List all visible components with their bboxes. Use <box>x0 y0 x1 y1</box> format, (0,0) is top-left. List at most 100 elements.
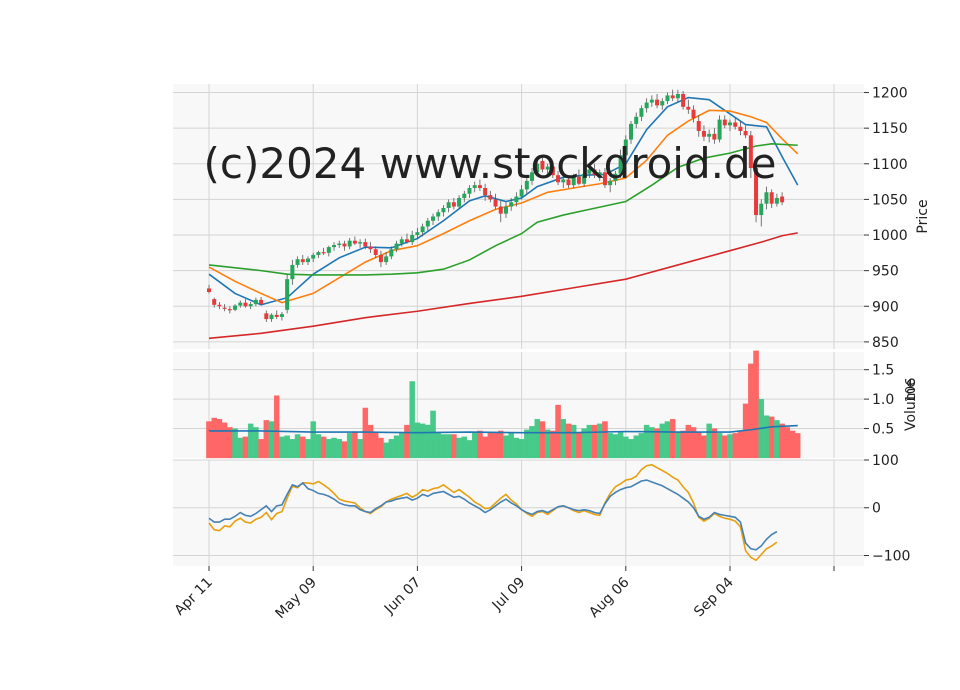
volume-bar <box>456 437 462 459</box>
candle-body <box>524 180 529 190</box>
candle-body <box>550 166 555 176</box>
volume-bar <box>242 436 249 459</box>
candle-body <box>420 226 425 233</box>
volume-bar <box>597 423 603 459</box>
volume-bar <box>352 431 358 459</box>
candle-body <box>222 307 227 309</box>
volume-bar <box>310 421 316 459</box>
candle-body <box>347 240 352 247</box>
volume-bar <box>216 418 223 459</box>
volume-bar <box>331 437 337 459</box>
candle-body <box>316 252 321 255</box>
volume-bar <box>737 430 744 459</box>
candle-body <box>576 176 581 184</box>
moving-average-line <box>208 109 799 304</box>
volume-bar <box>326 439 332 459</box>
moving-average-line <box>208 143 798 276</box>
candle-body <box>358 242 363 244</box>
candle-body <box>238 302 243 306</box>
volume-bar <box>675 431 681 459</box>
candle-body <box>404 239 409 243</box>
volume-bar <box>633 435 639 459</box>
volume-bar <box>237 437 244 459</box>
y-tick-label: 0 <box>872 501 881 517</box>
candle-body <box>519 189 524 197</box>
candle-body <box>305 258 310 263</box>
y-tick-label: 900 <box>872 299 899 315</box>
candle-body <box>483 188 488 196</box>
candle-body <box>696 121 701 132</box>
candle-body <box>670 95 675 99</box>
candle-body <box>368 246 373 250</box>
candle-body <box>561 179 566 183</box>
y-tick-label: 1200 <box>872 86 908 102</box>
candle-body <box>774 197 779 204</box>
volume-bar <box>706 423 712 459</box>
volume-bar <box>539 421 546 459</box>
volume-bar <box>430 410 436 459</box>
volume-bar <box>560 418 567 459</box>
candle-body <box>712 133 717 140</box>
candle-body <box>691 109 696 119</box>
volume-bar <box>435 431 441 459</box>
volume-bar <box>300 436 306 459</box>
candle-body <box>233 305 238 310</box>
candle-body <box>701 131 706 137</box>
oscillator-plot-area <box>173 460 864 566</box>
volume-bar <box>602 421 608 459</box>
volume-bar <box>315 434 322 459</box>
volume-bar <box>263 420 270 459</box>
candle-body <box>707 133 712 137</box>
volume-bar <box>482 436 488 459</box>
volume-bar <box>367 424 374 459</box>
candle-body <box>686 106 691 110</box>
volume-bar <box>362 407 369 459</box>
volume-bar <box>206 421 212 459</box>
volume-bar <box>211 417 217 459</box>
candle-body <box>571 176 576 186</box>
volume-bar <box>409 381 415 459</box>
candle-body <box>446 202 451 208</box>
volume-bar <box>716 433 723 459</box>
volume-bar <box>471 431 478 459</box>
candle-body <box>212 299 217 305</box>
price-panel: 850 900 950 1000 1050 1100 1150 1200 <box>173 84 908 351</box>
y-tick-label: 950 <box>872 264 899 280</box>
chart-panels: 850900950100010501100115012000.51.01.510… <box>173 84 931 566</box>
volume-bar <box>221 422 228 459</box>
volume-bar <box>232 428 238 459</box>
volume-bar <box>419 423 426 459</box>
volume-bar <box>305 439 311 459</box>
candle-body <box>644 102 649 109</box>
candle-body <box>592 169 597 176</box>
candle-body <box>425 220 430 227</box>
candle-body <box>623 139 628 156</box>
volume-bar <box>789 430 796 459</box>
oscillator-line <box>208 479 778 551</box>
volume-bar <box>451 434 457 459</box>
volume-bar <box>388 439 395 459</box>
volume-bar <box>591 424 598 459</box>
candle-body <box>295 259 300 265</box>
volume-bar <box>227 427 233 459</box>
candle-body <box>733 122 738 127</box>
volume-bar <box>518 439 525 459</box>
candle-body <box>431 216 436 221</box>
volume-bar <box>383 442 389 459</box>
volume-bar <box>289 439 296 459</box>
volume-bar <box>680 430 686 459</box>
candle-body <box>514 196 519 203</box>
volume-bar <box>477 430 483 459</box>
volume-bar <box>695 431 702 459</box>
candle-body <box>436 212 441 217</box>
candle-body <box>279 314 284 317</box>
y-tick-label: 0.5 <box>872 422 894 438</box>
volume-bar <box>372 431 379 459</box>
candle-body <box>649 99 654 103</box>
candle-body <box>655 99 660 106</box>
volume-bar <box>357 439 363 459</box>
volume-bar <box>529 426 535 459</box>
candle-body <box>378 254 383 263</box>
candle-body <box>660 101 665 106</box>
candle-body <box>498 206 503 214</box>
